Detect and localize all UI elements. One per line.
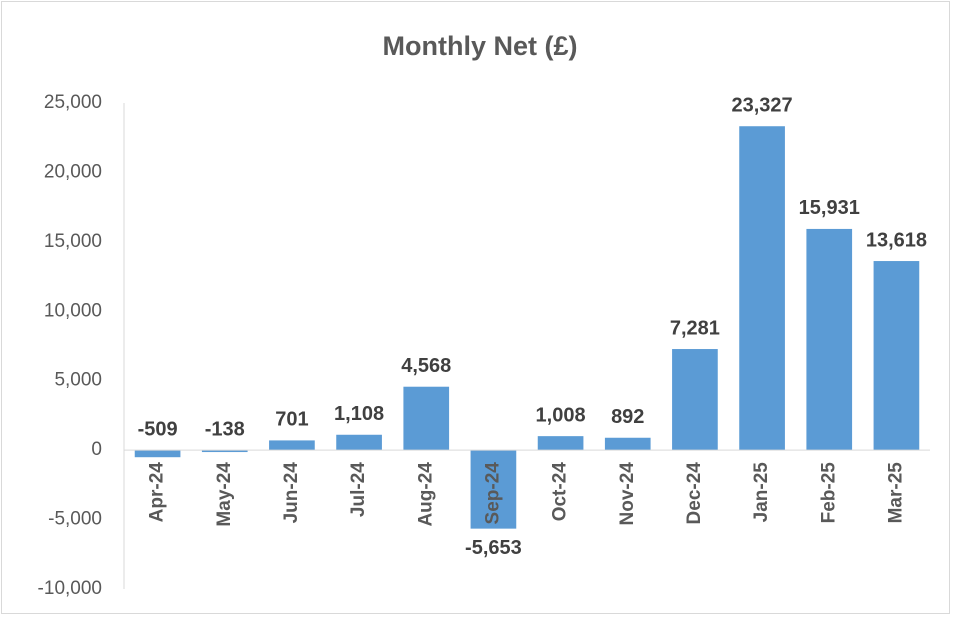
x-tick-label: Dec-24 xyxy=(684,462,705,525)
bar xyxy=(604,437,651,451)
x-tick-label: May-24 xyxy=(214,462,235,527)
data-label: 23,327 xyxy=(731,95,792,117)
x-tick-label: Mar-25 xyxy=(885,462,906,524)
x-tick-label: Jan-25 xyxy=(751,462,772,523)
bar xyxy=(739,126,785,451)
y-tick-label: -5,000 xyxy=(48,509,102,530)
bar xyxy=(537,436,584,451)
bar xyxy=(336,434,382,451)
bar xyxy=(672,349,718,451)
x-tick-label: Jun-24 xyxy=(281,462,302,524)
x-tick-label: Jul-24 xyxy=(348,462,369,517)
y-tick-label: 20,000 xyxy=(44,161,102,182)
x-tick-label: Apr-24 xyxy=(147,462,168,523)
data-label: -138 xyxy=(205,418,245,440)
data-label: 13,618 xyxy=(866,229,927,251)
x-tick-label: Nov-24 xyxy=(617,462,638,526)
data-label: 1,008 xyxy=(536,404,586,426)
x-tick-label: Aug-24 xyxy=(415,462,436,527)
x-tick-label: Sep-24 xyxy=(482,462,503,525)
chart-title: Monthly Net (£) xyxy=(383,31,578,61)
bar xyxy=(806,228,853,451)
bar xyxy=(470,450,517,529)
data-label: 701 xyxy=(275,409,308,431)
y-tick-label: 0 xyxy=(91,439,102,460)
bar xyxy=(269,440,315,451)
x-tick-label: Oct-24 xyxy=(550,462,571,522)
data-label: 15,931 xyxy=(799,197,860,219)
y-tick-label: 5,000 xyxy=(54,370,102,391)
bar xyxy=(873,261,920,451)
data-label: 4,568 xyxy=(401,355,451,377)
bar xyxy=(134,450,181,458)
y-tick-label: 25,000 xyxy=(44,92,102,113)
data-label: -5,653 xyxy=(465,537,522,559)
y-tick-label: 15,000 xyxy=(44,231,102,252)
data-label: 1,108 xyxy=(334,403,384,425)
bar xyxy=(201,450,248,453)
x-tick-label: Feb-25 xyxy=(818,462,839,524)
data-label: -509 xyxy=(138,418,178,440)
y-tick-label: 10,000 xyxy=(44,300,102,321)
y-tick-label: -10,000 xyxy=(38,578,102,599)
data-label: 892 xyxy=(611,406,644,428)
data-label: 7,281 xyxy=(670,317,720,339)
bar xyxy=(403,386,450,451)
